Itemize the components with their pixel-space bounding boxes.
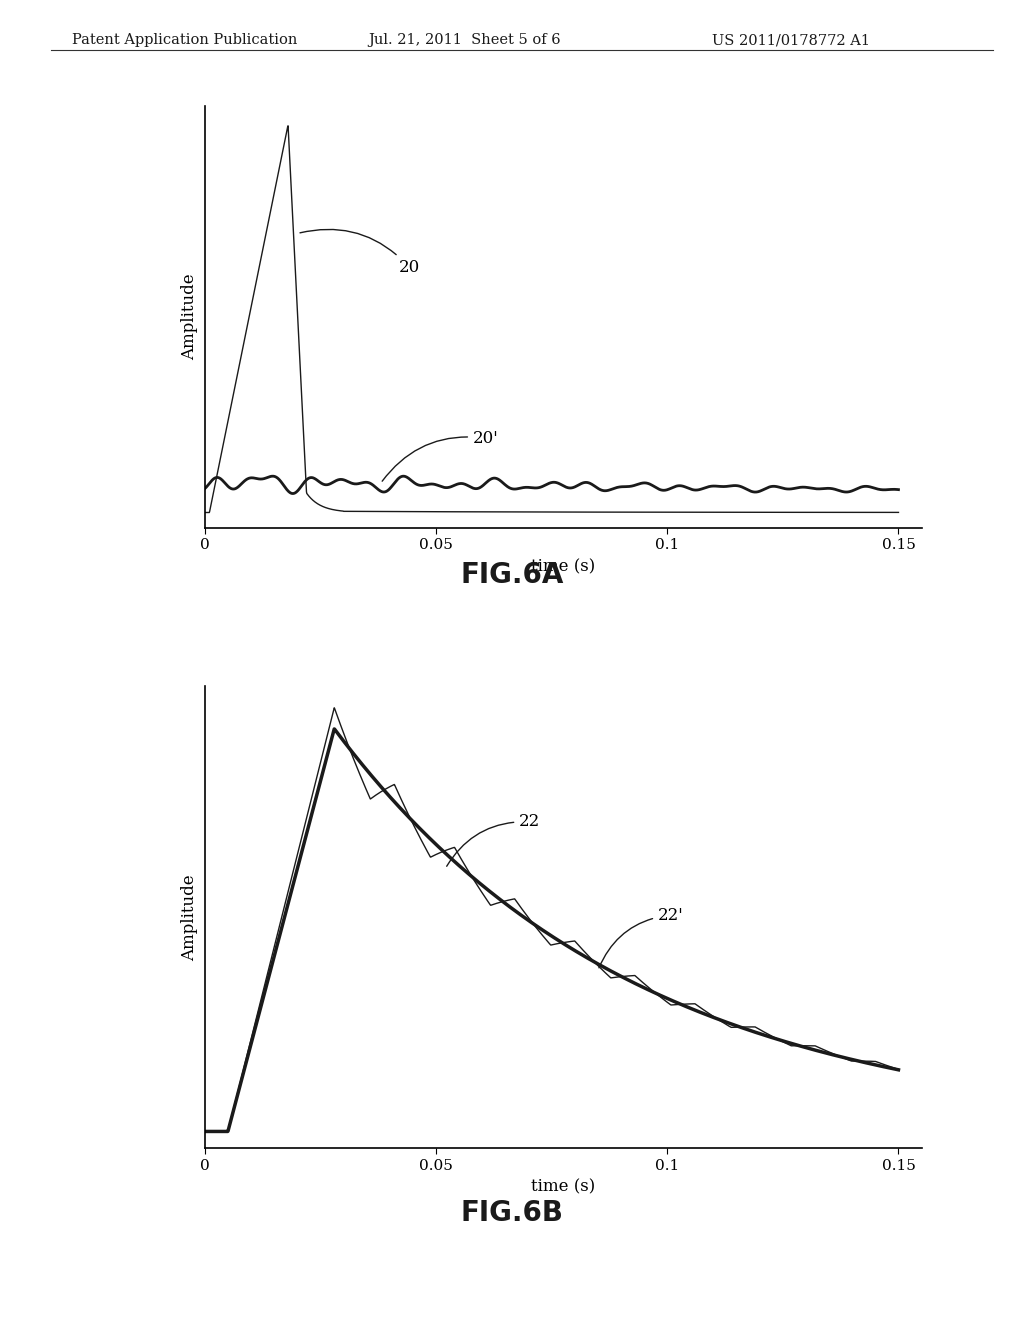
Text: 20': 20' (382, 430, 499, 482)
Text: Jul. 21, 2011  Sheet 5 of 6: Jul. 21, 2011 Sheet 5 of 6 (369, 33, 561, 48)
X-axis label: time (s): time (s) (531, 1179, 595, 1196)
Y-axis label: Amplitude: Amplitude (181, 273, 198, 360)
Text: 20: 20 (300, 230, 420, 276)
Text: 22': 22' (599, 907, 684, 968)
X-axis label: time (s): time (s) (531, 558, 595, 576)
Text: US 2011/0178772 A1: US 2011/0178772 A1 (712, 33, 869, 48)
Text: Patent Application Publication: Patent Application Publication (72, 33, 297, 48)
Text: FIG.6B: FIG.6B (461, 1199, 563, 1226)
Y-axis label: Amplitude: Amplitude (181, 874, 198, 961)
Text: 22: 22 (446, 813, 541, 866)
Text: FIG.6A: FIG.6A (461, 561, 563, 589)
